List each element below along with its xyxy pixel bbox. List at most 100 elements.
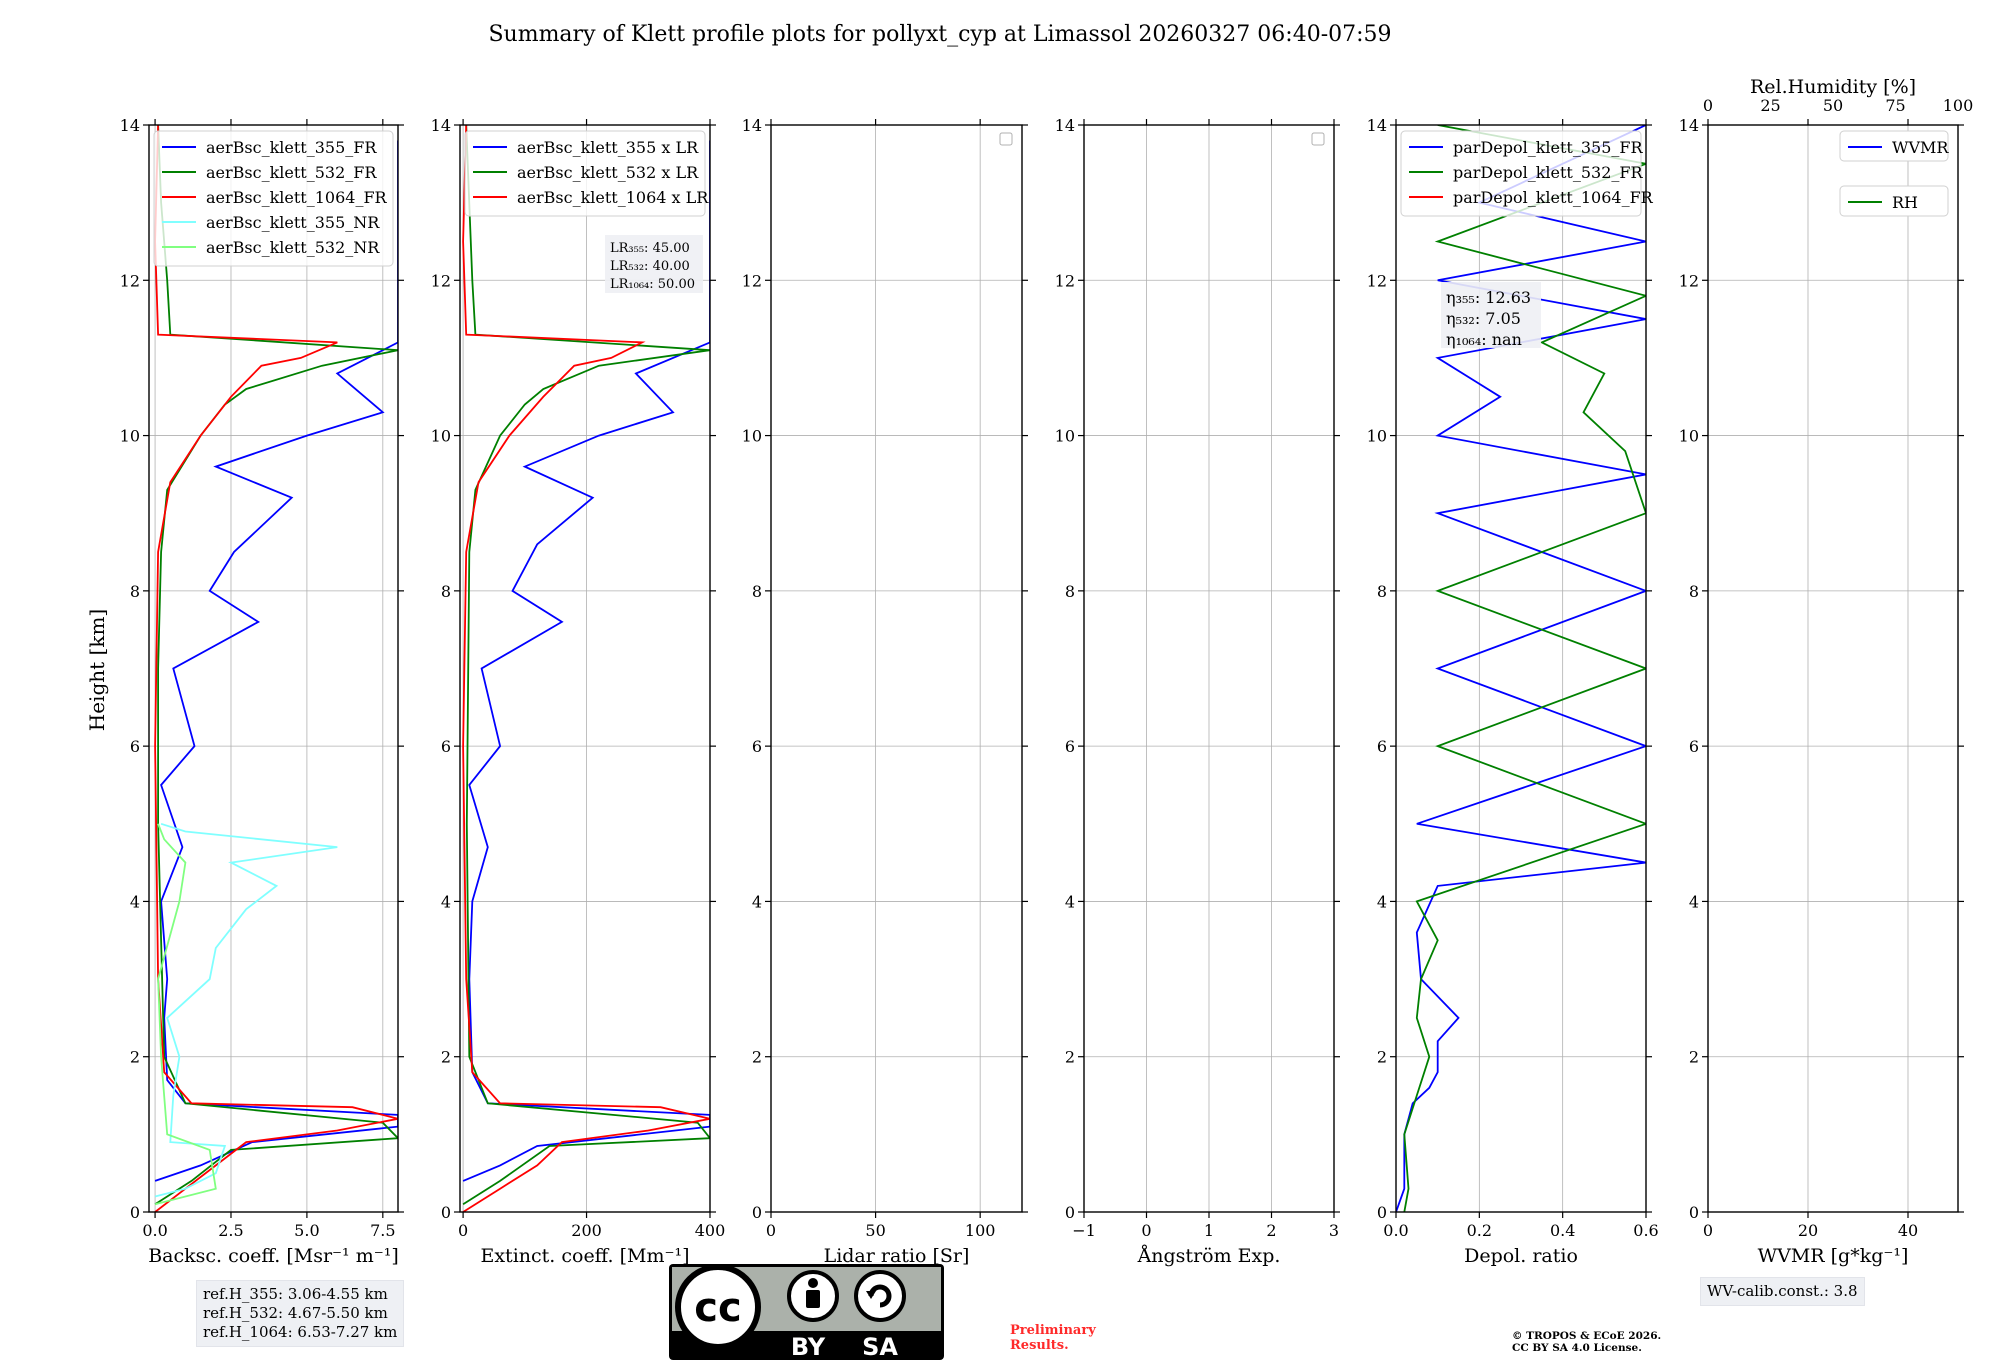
wvmr-legend-box	[1839, 130, 1949, 162]
wv-calib-const: WV-calib.const.: 3.8	[1707, 1282, 1858, 1300]
angstrom-ytick-label: 2	[1065, 1048, 1075, 1067]
extinction-plot-area	[460, 125, 710, 1212]
depol-ytick-label: 14	[1367, 116, 1387, 135]
wvmr-top-xtick-label: 25	[1760, 96, 1780, 115]
angstrom-xtick-label: 2	[1266, 1221, 1276, 1240]
wvmr-ytick-label: 4	[1689, 892, 1699, 911]
backscatter-legend-label: aerBsc_klett_1064_FR	[206, 188, 388, 207]
backscatter-legend-label: aerBsc_klett_355_FR	[206, 138, 377, 157]
angstrom-ytick-label: 14	[1055, 116, 1075, 135]
lidar-ratio-ytick-label: 8	[752, 582, 762, 601]
depol-xtick-label: 0.0	[1383, 1221, 1408, 1240]
wvmr-legend-box	[1839, 185, 1949, 217]
lidar-ratio-axes-frame	[770, 124, 1023, 1213]
extinction-ytick-label: 6	[441, 737, 451, 756]
lidar-ratio-empty-legend-icon	[999, 132, 1013, 146]
depol-legend-label: parDepol_klett_532_FR	[1453, 163, 1644, 182]
depol-series-pardepol-klett-355-fr	[1396, 125, 1646, 1212]
lidar-ratio-ytick-label: 2	[752, 1048, 762, 1067]
extinction-axes-frame	[459, 124, 711, 1213]
angstrom-ytick-label: 6	[1065, 737, 1075, 756]
lidar-ratio-ytick-label: 4	[752, 892, 762, 911]
wvmr-ytick-label: 12	[1679, 271, 1699, 290]
extinction-ytick-label: 12	[431, 271, 451, 290]
angstrom-ytick-label: 12	[1055, 271, 1075, 290]
extinction-legend-label: aerBsc_klett_532 x LR	[517, 163, 699, 182]
wvmr-top-xtick-label: 50	[1823, 96, 1843, 115]
depol-xtick-label: 0.2	[1467, 1221, 1492, 1240]
depol-eta-text: η₁₀₆₄: nan	[1446, 330, 1522, 349]
backscatter-ytick-label: 12	[120, 271, 140, 290]
backscatter-xtick-label: 2.5	[218, 1221, 243, 1240]
cc-circle-icon	[675, 1264, 761, 1350]
depol-eta-box	[1441, 282, 1541, 348]
copyright-note: © TROPOS & ECoE 2026. CC BY SA 4.0 Licen…	[1512, 1330, 1732, 1354]
reference-height-box: ref.H_355: 3.06-4.55 km ref.H_532: 4.67-…	[196, 1280, 405, 1347]
depol-legend-label: parDepol_klett_1064_FR	[1453, 188, 1654, 207]
lidar-ratio-ytick-label: 0	[752, 1203, 762, 1222]
lidar-ratio-ytick-label: 6	[752, 737, 762, 756]
depol-legend-label: parDepol_klett_355_FR	[1453, 138, 1644, 157]
extinction-xtick-label: 400	[695, 1221, 726, 1240]
backscatter-ytick-label: 8	[130, 582, 140, 601]
sa-share-alike-icon	[854, 1270, 906, 1322]
wvmr-top-xtick-label: 0	[1703, 96, 1713, 115]
extinction-ytick-label: 0	[441, 1203, 451, 1222]
extinction-legend-label: aerBsc_klett_1064 x LR	[517, 188, 709, 207]
angstrom-ytick-label: 4	[1065, 892, 1075, 911]
wvmr-ytick-label: 0	[1689, 1203, 1699, 1222]
depol-eta-text: η₃₅₅: 12.63	[1446, 288, 1531, 307]
cc-by-label: BY	[791, 1333, 826, 1361]
depol-eta-text: η₅₃₂: 7.05	[1446, 309, 1521, 328]
depol-legend-box	[1400, 130, 1642, 217]
backscatter-series-aerbsc-klett-532-fr	[154, 125, 398, 1205]
cc-sa-label: SA	[862, 1333, 898, 1361]
angstrom-empty-legend-icon	[1311, 132, 1325, 146]
angstrom-ytick-label: 0	[1065, 1203, 1075, 1222]
lidar-ratio-ytick-label: 12	[742, 271, 762, 290]
figure-title: Summary of Klett profile plots for polly…	[488, 22, 1392, 47]
depol-ytick-label: 0	[1377, 1203, 1387, 1222]
wvmr-ytick-label: 10	[1679, 427, 1699, 446]
wvmr-xtick-label: 20	[1798, 1221, 1818, 1240]
extinction-xtick-label: 0	[458, 1221, 468, 1240]
angstrom-xtick-label: 0	[1141, 1221, 1151, 1240]
angstrom-ytick-label: 8	[1065, 582, 1075, 601]
wvmr-top-xtick-label: 75	[1885, 96, 1905, 115]
depol-xlabel: Depol. ratio	[1464, 1245, 1578, 1267]
extinction-legend-box	[464, 130, 706, 217]
angstrom-xtick-label: 1	[1204, 1221, 1214, 1240]
preliminary-results-note: Preliminary Results.	[1010, 1323, 1096, 1353]
depol-ytick-label: 12	[1367, 271, 1387, 290]
backscatter-series-aerbsc-klett-1064-fr	[154, 125, 398, 1212]
angstrom-ytick-label: 10	[1055, 427, 1075, 446]
angstrom-xlabel: Ångström Exp.	[1137, 1245, 1281, 1267]
extinction-lidar-ratio-text: LR₁₀₆₄: 50.00	[610, 277, 695, 292]
depol-series-pardepol-klett-532-fr	[1403, 125, 1646, 1212]
extinction-xlabel: Extinct. coeff. [Mm⁻¹]	[480, 1245, 689, 1267]
angstrom-xtick-label: 3	[1329, 1221, 1339, 1240]
wvmr-legend-label: RH	[1892, 193, 1918, 212]
extinction-ytick-label: 14	[431, 116, 451, 135]
cc-logo-text: cc	[694, 1285, 741, 1331]
backscatter-xtick-label: 7.5	[370, 1221, 395, 1240]
wvmr-xtick-label: 40	[1898, 1221, 1918, 1240]
depol-ytick-label: 2	[1377, 1048, 1387, 1067]
backscatter-plot-area	[149, 125, 398, 1212]
extinction-lidar-ratio-text: LR₃₅₅: 45.00	[610, 241, 690, 256]
depol-ytick-label: 6	[1377, 737, 1387, 756]
backscatter-series-aerbsc-klett-532-nr	[154, 823, 217, 1206]
backscatter-axes-frame	[148, 124, 399, 1213]
extinction-series-aerbsc-klett-355-x-lr	[462, 140, 710, 1182]
angstrom-xtick-label: −1	[1072, 1221, 1096, 1240]
extinction-xtick-label: 200	[571, 1221, 602, 1240]
extinction-lidar-ratio-box	[605, 235, 703, 293]
backscatter-ytick-label: 14	[120, 116, 140, 135]
backscatter-legend-label: aerBsc_klett_355_NR	[206, 213, 380, 232]
wvmr-xlabel: WVMR [g*kg⁻¹]	[1758, 1245, 1909, 1267]
depol-xtick-label: 0.4	[1550, 1221, 1575, 1240]
y-axis-label: Height [km]	[85, 609, 109, 731]
wvmr-legend-label: WVMR	[1892, 138, 1949, 157]
wvmr-axes-frame	[1707, 124, 1959, 1213]
backscatter-xtick-label: 0.0	[142, 1221, 167, 1240]
